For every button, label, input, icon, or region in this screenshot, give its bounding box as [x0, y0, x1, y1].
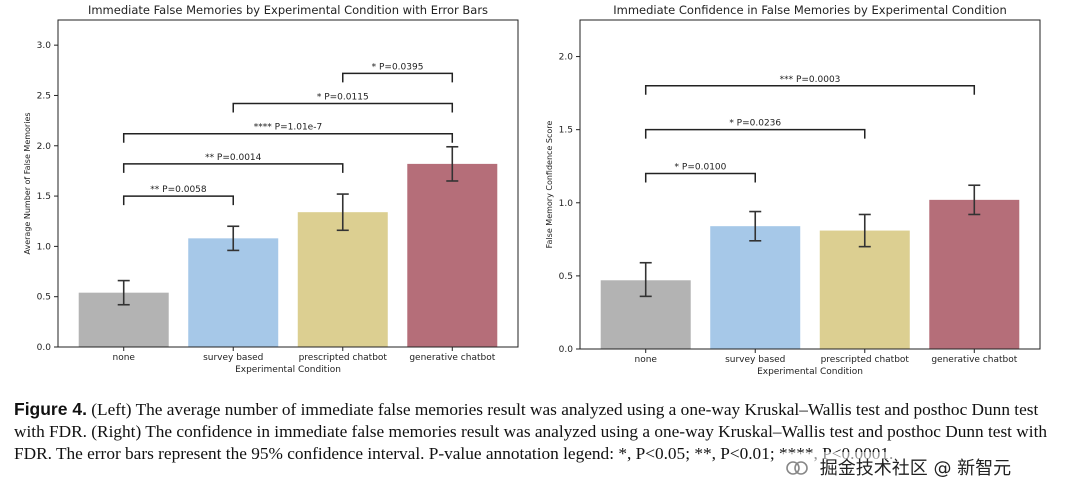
figure-caption: Figure 4. (Left) The average number of i… [14, 398, 1064, 465]
left-ytick-label-6: 3.0 [37, 41, 52, 51]
right-bar-3 [929, 199, 1020, 349]
right-bracket-0 [644, 172, 756, 183]
charts-canvas: Immediate False Memories by Experimental… [23, 3, 1041, 377]
right-bar-2 [819, 230, 910, 349]
figure-label: Figure 4. [14, 399, 87, 419]
watermark: 掘金技术社区 @ 新智元 [780, 452, 1018, 482]
right-plot-frame [579, 19, 1041, 350]
right-bar-1 [710, 226, 801, 349]
left-ytick-label-5: 2.5 [37, 91, 51, 101]
left-bracket-2 [122, 132, 454, 143]
left-bracket-label-1: ** P=0.0014 [205, 153, 262, 163]
left-chart-title: Immediate False Memories by Experimental… [88, 3, 488, 17]
right-xtick-label-3: generative chatbot [931, 355, 1017, 365]
left-bracket-1 [122, 163, 344, 173]
right-bracket-label-2: *** P=0.0003 [780, 75, 841, 85]
left-bracket-label-3: * P=0.0115 [317, 93, 369, 103]
left-bracket-3 [232, 102, 454, 113]
left-ytick-label-0: 0.0 [37, 343, 52, 353]
watermark-text: 掘金技术社区 @ 新智元 [819, 458, 1012, 479]
right-bracket-label-1: * P=0.0236 [729, 119, 781, 129]
left-plot-frame [57, 19, 519, 348]
caption-text: (Left) The average number of immediate f… [14, 400, 1048, 463]
left-bar-3 [407, 163, 498, 347]
left-xtick-label-3: generative chatbot [409, 353, 495, 363]
right-x-axis-label: Experimental Condition [757, 367, 863, 377]
left-xtick-label-1: survey based [203, 353, 263, 363]
left-ytick-label-1: 0.5 [37, 293, 51, 303]
right-y-axis-label: False Memory Confidence Score [545, 121, 554, 249]
left-y-axis-label: Average Number of False Memories [23, 112, 32, 254]
left-ytick-label-2: 1.0 [37, 242, 52, 252]
left-bracket-label-2: **** P=1.01e-7 [254, 123, 322, 133]
left-bar-2 [297, 212, 388, 347]
right-chart-title: Immediate Confidence in False Memories b… [613, 3, 1007, 17]
left-bracket-4 [342, 72, 454, 83]
right-bracket-label-0: * P=0.0100 [675, 163, 727, 173]
left-ytick-label-4: 2.0 [37, 142, 52, 152]
right-bracket-2 [644, 85, 976, 95]
left-bracket-label-4: * P=0.0395 [372, 62, 424, 72]
left-ytick-label-3: 1.5 [37, 192, 51, 202]
right-ytick-label-0: 0.0 [559, 345, 574, 355]
left-bracket-0 [122, 195, 234, 206]
left-bracket-label-0: ** P=0.0058 [150, 185, 207, 195]
right-bracket-1 [644, 128, 866, 139]
left-bar-1 [188, 238, 279, 347]
right-ytick-label-1: 0.5 [559, 272, 573, 282]
right-xtick-label-1: survey based [725, 355, 785, 365]
left-xtick-label-2: prescripted chatbot [299, 353, 388, 363]
right-ytick-label-2: 1.0 [559, 199, 574, 209]
right-ytick-label-3: 1.5 [559, 126, 573, 136]
right-xtick-label-0: none [634, 355, 657, 365]
left-xtick-label-0: none [112, 353, 135, 363]
right-ytick-label-4: 2.0 [559, 53, 574, 63]
platform-logo-icon [786, 461, 808, 475]
right-xtick-label-2: prescripted chatbot [821, 355, 910, 365]
left-x-axis-label: Experimental Condition [235, 365, 341, 375]
